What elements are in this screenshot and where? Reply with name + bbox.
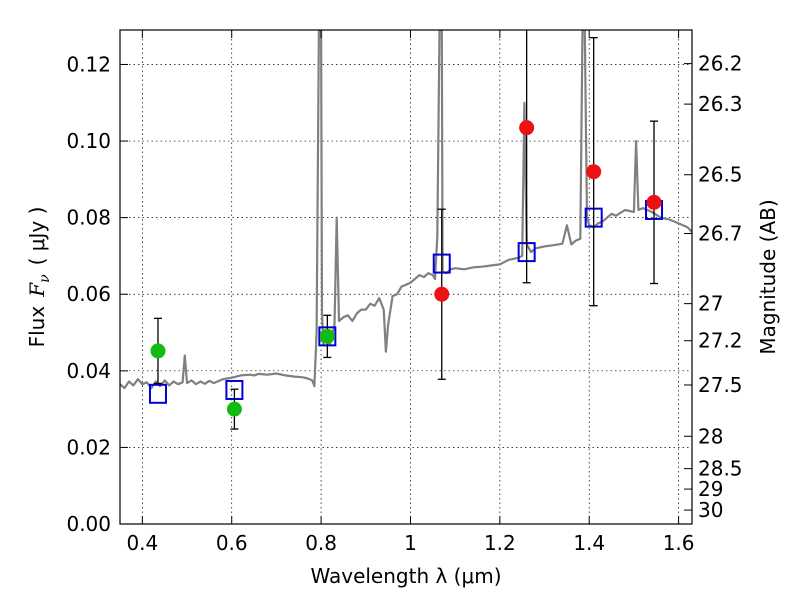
magnitude-tick-label: 30	[698, 498, 723, 522]
x-axis-label: Wavelength λ (μm)	[310, 564, 501, 588]
red-data-point	[586, 164, 602, 180]
spectrum-layer	[120, 30, 692, 390]
y-tick-label: 0.06	[66, 282, 111, 306]
x-tick-label: 0.6	[216, 531, 248, 555]
y-axis-label-symbol: F	[25, 282, 49, 298]
green-data-point	[226, 401, 242, 417]
y-axis-label-subscript: ν	[37, 274, 53, 283]
magnitude-tick-label: 26.7	[698, 222, 743, 246]
y-tick-label: 0.04	[66, 359, 111, 383]
red-data-point	[434, 286, 450, 302]
x-axis-ticks: 0.4 0.6 0.8 1 1.2 1.4 1.6	[126, 30, 695, 555]
red-data-point	[519, 120, 535, 136]
red-data-point	[646, 194, 662, 210]
y-tick-label: 0.12	[66, 52, 111, 76]
x-tick-label: 0.4	[126, 531, 158, 555]
model-spectrum-line	[120, 30, 692, 390]
grid-lines	[120, 30, 692, 524]
magnitude-tick-label: 27	[698, 292, 723, 316]
points-layer	[148, 30, 664, 430]
magnitude-tick-label: 27.5	[698, 373, 743, 397]
x-tick-label: 1	[404, 531, 417, 555]
y-tick-label: 0.08	[66, 206, 111, 230]
magnitude-tick-label: 28	[698, 424, 723, 448]
magnitude-tick-label: 26.5	[698, 163, 743, 187]
x-tick-label: 0.8	[305, 531, 337, 555]
model-photometry-square	[148, 383, 167, 404]
y-tick-label: 0.00	[66, 512, 111, 536]
x-tick-label: 1.4	[573, 531, 605, 555]
x-tick-label: 1.2	[484, 531, 516, 555]
y-axis-label-prefix: Flux	[25, 306, 49, 348]
plot-frame	[119, 29, 693, 525]
y-tick-label: 0.10	[66, 129, 111, 153]
x-tick-label: 1.6	[663, 531, 695, 555]
magnitude-tick-label: 28.5	[698, 457, 743, 481]
green-data-point	[150, 343, 166, 359]
green-data-point	[319, 328, 335, 344]
magnitude-tick-label: 26.3	[698, 92, 743, 116]
magnitude-axis-label: Magnitude (AB)	[756, 199, 780, 354]
magnitude-tick-label: 29	[698, 477, 723, 501]
y-axis-label: Flux Fν ( μJy )	[25, 207, 53, 348]
y-axis-ticks: 0.00 0.02 0.04 0.06 0.08 0.10 0.12	[66, 52, 128, 536]
magnitude-tick-label: 27.2	[698, 329, 743, 353]
y-axis-label-unit: ( μJy )	[25, 207, 49, 266]
magnitude-tick-label: 26.2	[698, 52, 743, 76]
y-tick-label: 0.02	[66, 435, 111, 459]
